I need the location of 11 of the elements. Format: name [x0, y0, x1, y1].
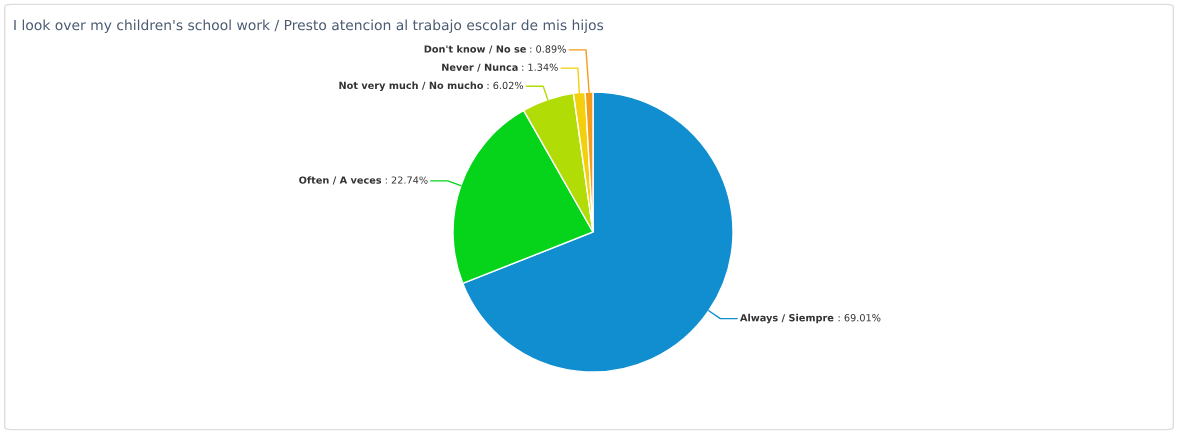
data-label: : 0.89%: [530, 45, 566, 53]
slice-label: Never / Nunca: [442, 63, 518, 72]
slice-label: Not very much / No mucho: [339, 81, 484, 92]
slice-label: Always / Siempre: [739, 313, 834, 324]
data-label: : 22.74%: [385, 176, 428, 184]
data-label: : 1.34%: [522, 63, 558, 71]
slice-label: Often / A veces: [299, 176, 382, 185]
data-label: : 69.01%: [838, 314, 881, 322]
chart-title: I look over my children's school work / Presto atencion al trabajo escolar de mis hijos: [14, 19, 604, 33]
slice-label: Don't know / No se: [424, 45, 526, 54]
data-label: : 6.02%: [487, 81, 524, 90]
